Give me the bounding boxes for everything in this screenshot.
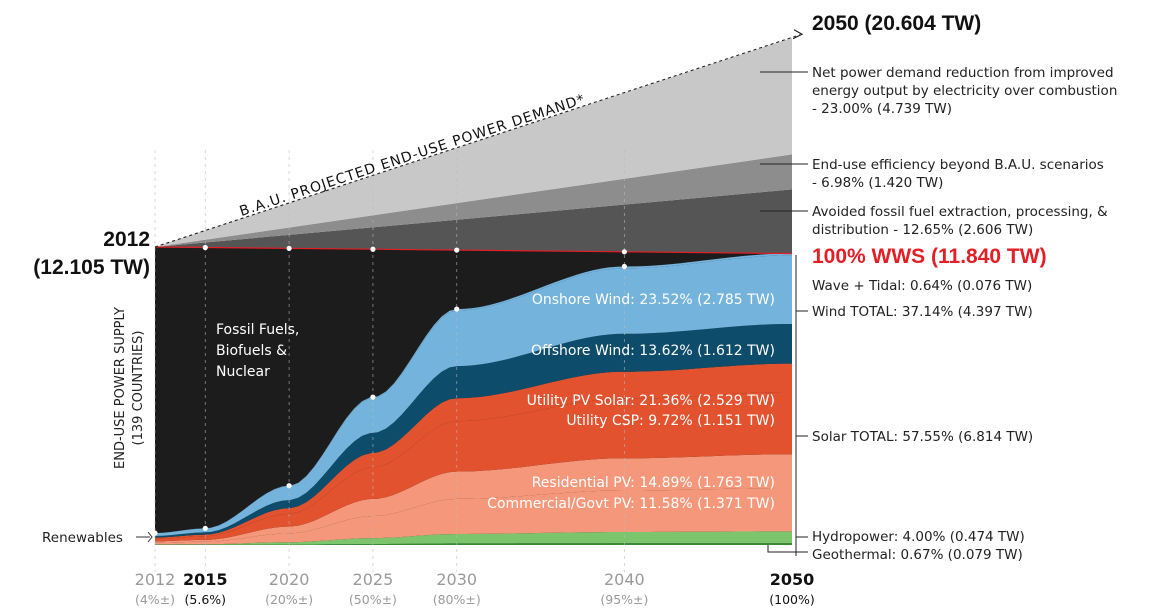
area-geothermal xyxy=(155,543,792,545)
x-tick-2012: 2012 xyxy=(135,570,176,589)
fossil-label-line: Fossil Fuels, xyxy=(216,322,299,338)
reduction-label-net_power_reduction: Net power demand reduction from improved xyxy=(812,65,1114,81)
reduction-band-net_power_reduction xyxy=(155,37,792,248)
wws-total-label: 100% WWS (11.840 TW) xyxy=(812,245,1047,268)
geothermal-leader xyxy=(767,545,808,553)
start-value-label: (12.105 TW) xyxy=(33,256,150,279)
wws-dot-2030 xyxy=(454,306,460,312)
end-2050-label: 2050 (20.604 TW) xyxy=(812,12,981,35)
reduction-label-net_power_reduction: - 23.00% (4.739 TW) xyxy=(812,101,952,117)
area-commercial-govt-pv xyxy=(155,454,792,543)
x-tick-pct-2015: (5.6%) xyxy=(185,592,227,607)
series-label-utility-pv-solar: Utility PV Solar: 21.36% (2.529 TW) xyxy=(527,393,775,409)
x-tick-pct-2012: (4%±) xyxy=(135,592,175,607)
series-label-commercial-govt-pv: Commercial/Govt PV: 11.58% (1.371 TW) xyxy=(487,496,775,512)
wws-dot-2040 xyxy=(621,263,627,270)
wws-dot-2012 xyxy=(152,530,158,536)
x-tick-pct-2040: (95%±) xyxy=(600,592,648,607)
area-onshore-wind xyxy=(155,255,792,536)
reduction-label-avoided_fossil: distribution - 12.65% (2.606 TW) xyxy=(812,222,1033,238)
series-label-onshore-wind: Onshore Wind: 23.52% (2.785 TW) xyxy=(532,292,775,308)
area-hydropower xyxy=(155,531,792,545)
wws-dot-2020 xyxy=(286,483,292,489)
y-axis-label: END-USE POWER SUPPLY (139 COUNTRIES) xyxy=(113,307,146,469)
series-label-utility-csp: Utility CSP: 9.72% (1.151 TW) xyxy=(566,413,775,429)
reduction-label-net_power_reduction: energy output by electricity over combus… xyxy=(812,83,1117,99)
area-wave-tidal xyxy=(155,253,792,534)
reduction-label-avoided_fossil: Avoided fossil fuel extraction, processi… xyxy=(812,204,1108,220)
solar-total-label: Solar TOTAL: 57.55% (6.814 TW) xyxy=(812,429,1033,445)
renewables-label: Renewables xyxy=(42,530,123,546)
top-dot-2030 xyxy=(454,247,460,253)
x-tick-2025: 2025 xyxy=(353,570,394,589)
top-dot-2040 xyxy=(621,249,627,255)
area-offshore-wind xyxy=(155,324,792,538)
wws-total-line xyxy=(154,246,793,255)
top-dot-2020 xyxy=(286,245,292,251)
x-tick-pct-2030: (80%±) xyxy=(433,592,481,607)
x-tick-2015: 2015 xyxy=(183,570,228,589)
geothermal-label: Geothermal: 0.67% (0.079 TW) xyxy=(812,547,1023,563)
top-dot-2015 xyxy=(202,244,208,251)
bau-projection-line xyxy=(154,34,801,248)
reduction-label-efficiency: - 6.98% (1.420 TW) xyxy=(812,175,943,191)
y-axis-label-line: (139 COUNTRIES) xyxy=(131,331,146,446)
series-label-offshore-wind: Offshore Wind: 13.62% (1.612 TW) xyxy=(531,343,775,359)
y-axis-label-line: END-USE POWER SUPPLY xyxy=(113,307,128,469)
x-tick-2020: 2020 xyxy=(269,570,310,589)
x-tick-pct-2020: (20%±) xyxy=(265,592,313,607)
fossil-label-line: Nuclear xyxy=(216,364,270,380)
renewables-pointer xyxy=(136,531,153,543)
reduction-label-efficiency: End-use efficiency beyond B.A.U. scenari… xyxy=(812,157,1104,173)
area-utility-pv-solar xyxy=(155,392,792,542)
top-dot-2025 xyxy=(370,246,376,252)
area-residential-pv xyxy=(155,488,792,545)
fossil-label-line: Biofuels & xyxy=(216,343,287,359)
wws-dot-2015 xyxy=(202,525,208,531)
x-tick-2040: 2040 xyxy=(604,570,645,589)
wave-tidal-label: Wave + Tidal: 0.64% (0.076 TW) xyxy=(812,278,1032,294)
x-tick-2030: 2030 xyxy=(436,570,477,589)
reduction-band-avoided_fossil xyxy=(155,189,792,254)
x-tick-pct-2025: (50%±) xyxy=(349,592,397,607)
bau-arrow-head xyxy=(792,29,804,40)
area-utility-csp xyxy=(155,363,792,539)
hydropower-label: Hydropower: 4.00% (0.474 TW) xyxy=(812,529,1025,545)
series-label-residential-pv: Residential PV: 14.89% (1.763 TW) xyxy=(532,475,775,491)
x-tick-2050: 2050 xyxy=(770,570,815,589)
x-tick-pct-2050: (100%) xyxy=(769,592,815,607)
start-year-label: 2012 xyxy=(103,228,150,251)
wws-dot-2025 xyxy=(370,394,376,400)
wind-total-label: Wind TOTAL: 37.14% (4.397 TW) xyxy=(812,304,1033,320)
